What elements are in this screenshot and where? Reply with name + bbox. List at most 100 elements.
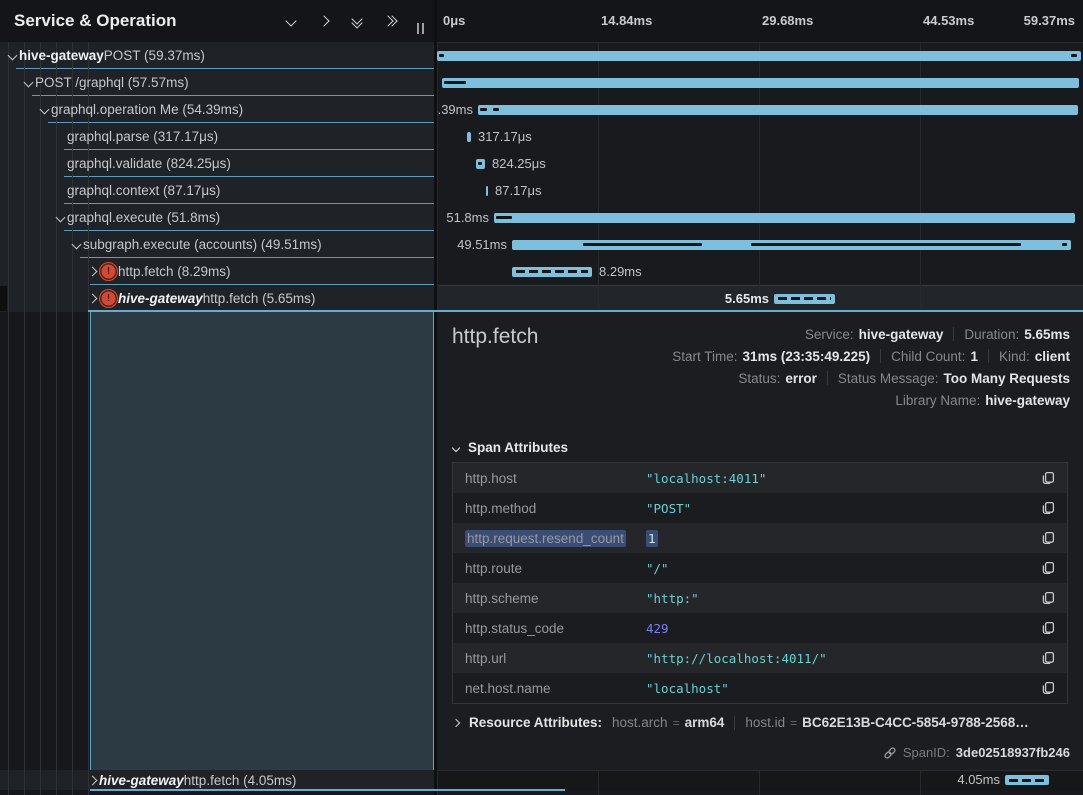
span-bar[interactable]	[774, 293, 835, 304]
attribute-value: "localhost"	[646, 680, 729, 696]
span-row-graphql.parse[interactable]: graphql.parse (317.17μs)	[0, 123, 434, 150]
attribute-key: http.method	[465, 500, 537, 516]
span-attributes-header[interactable]: Span Attributes	[451, 440, 568, 455]
span-duration-label: 51.8ms	[446, 209, 489, 225]
attribute-row-http.request.resend_count: http.request.resend_count 1	[453, 523, 1067, 553]
meta-value: error	[785, 370, 817, 386]
resource-value: BC62E13B-C4CC-5854-9788-2568…	[802, 715, 1029, 730]
attribute-value: "POST"	[646, 500, 692, 516]
chevron-down-icon[interactable]	[70, 239, 83, 250]
span-bar[interactable]	[512, 266, 592, 277]
attribute-row-net.host.name: net.host.name "localhost"	[453, 673, 1067, 703]
span-bar[interactable]	[512, 239, 1071, 250]
timeline-tick: 59.37ms	[1023, 13, 1075, 28]
span-row-http.fetch[interactable]: hive-gateway http.fetch (4.05ms)	[0, 770, 434, 790]
attribute-row-http.method: http.method "POST"	[453, 493, 1067, 523]
operation-name: http.fetch (8.29ms)	[118, 264, 231, 279]
panel-divider[interactable]	[434, 0, 437, 795]
attribute-value: "http:"	[646, 590, 699, 606]
attribute-row-http.host: http.host "localhost:4011"	[453, 463, 1067, 493]
meta-value: 1	[970, 348, 978, 364]
attribute-value: 1	[646, 529, 658, 547]
span-row-http.fetch[interactable]: ! hive-gateway http.fetch (5.65ms)	[0, 285, 434, 312]
copy-icon[interactable]	[1041, 651, 1055, 665]
span-row-graphql.validate[interactable]: graphql.validate (824.25μs)	[0, 150, 434, 177]
equals-sign: =	[672, 715, 680, 730]
chevron-down-icon[interactable]	[38, 104, 51, 115]
span-id-label: SpanID:	[902, 745, 950, 760]
resource-attributes-row: Resource Attributes: host.arch = arm64 host.…	[451, 715, 1029, 730]
chevron-right-icon[interactable]	[86, 293, 99, 304]
chevron-right-icon[interactable]	[86, 775, 99, 785]
span-bar[interactable]	[478, 104, 1078, 115]
attribute-key: http.url	[465, 650, 507, 666]
collapse-all-icon[interactable]	[349, 13, 365, 29]
span-tree-panel: hive-gateway POST (59.37ms) POST /graphql …	[0, 0, 434, 795]
copy-icon[interactable]	[1041, 501, 1055, 515]
span-id-row: SpanID: 3de02518937fb246	[883, 745, 1070, 760]
expand-one-icon[interactable]	[316, 13, 332, 29]
copy-icon[interactable]	[1041, 681, 1055, 695]
attribute-key: http.host	[465, 470, 517, 486]
timeline-tick: 14.84ms	[601, 13, 653, 28]
chevron-down-icon[interactable]	[6, 50, 19, 61]
meta-label: Service:	[804, 326, 854, 342]
attribute-key: net.host.name	[465, 680, 551, 696]
meta-label: Kind:	[998, 348, 1030, 364]
span-bar[interactable]	[486, 185, 488, 196]
timeline-row[interactable]	[437, 285, 1083, 312]
meta-value: hive-gateway	[985, 392, 1070, 408]
scroll-notch	[0, 286, 7, 311]
span-bar[interactable]	[467, 131, 471, 142]
chevron-down-icon[interactable]	[54, 212, 67, 223]
expand-all-icon[interactable]	[382, 13, 398, 29]
operation-name: subgraph.execute (accounts) (49.51ms)	[83, 237, 322, 252]
chevron-right-icon[interactable]	[86, 266, 99, 277]
service-name: hive-gateway	[118, 291, 203, 306]
span-row-graphql.operation[interactable]: graphql.operation Me (54.39ms)	[0, 96, 434, 123]
copy-icon[interactable]	[1041, 561, 1055, 575]
meta-value: Too Many Requests	[943, 370, 1070, 386]
span-row-graphql.context[interactable]: graphql.context (87.17μs)	[0, 177, 434, 204]
span-bar[interactable]	[442, 77, 1079, 88]
panel-resize-grip[interactable]	[417, 22, 424, 34]
span-row-http.fetch[interactable]: ! http.fetch (8.29ms)	[0, 258, 434, 285]
attribute-row-http.url: http.url "http://localhost:4011/"	[453, 643, 1067, 673]
span-bar[interactable]	[1005, 775, 1049, 785]
chevron-down-icon[interactable]	[22, 77, 35, 88]
span-row-graphql.execute[interactable]: graphql.execute (51.8ms)	[0, 204, 434, 231]
attribute-row-http.route: http.route "/"	[453, 553, 1067, 583]
span-bar[interactable]	[437, 50, 1081, 61]
attribute-row-http.status_code: http.status_code 429	[453, 613, 1067, 643]
resource-attributes-title[interactable]: Resource Attributes:	[469, 715, 603, 730]
operation-name: graphql.context (87.17μs)	[67, 183, 221, 198]
collapse-one-icon[interactable]	[283, 13, 299, 29]
span-duration-label: 317.17μs	[478, 128, 532, 144]
copy-icon[interactable]	[1041, 621, 1055, 635]
error-icon: !	[99, 289, 118, 308]
span-duration-label: 5.65ms	[724, 290, 769, 306]
copy-icon[interactable]	[1041, 531, 1055, 545]
attribute-key: http.status_code	[465, 620, 565, 636]
resource-value: arm64	[684, 715, 725, 730]
copy-icon[interactable]	[1041, 591, 1055, 605]
equals-sign: =	[790, 715, 798, 730]
span-row-POST[interactable]: hive-gateway POST (59.37ms)	[0, 42, 434, 69]
span-row-POST[interactable]: POST /graphql (57.57ms)	[0, 69, 434, 96]
span-row-subgraph.execute[interactable]: subgraph.execute (accounts) (49.51ms)	[0, 231, 434, 258]
meta-value: client	[1034, 348, 1070, 364]
timeline-tick: 0μs	[443, 13, 466, 28]
span-duration-label: 87.17μs	[495, 182, 542, 198]
span-bar[interactable]	[476, 158, 485, 169]
link-icon[interactable]	[883, 746, 897, 760]
selected-row-border	[88, 310, 1083, 312]
selected-span-detail-spacer	[90, 312, 434, 770]
span-detail-meta: Service: hive-gateway Duration: 5.65ms Start…	[672, 323, 1070, 411]
operation-name: http.fetch (5.65ms)	[202, 291, 316, 306]
copy-icon[interactable]	[1041, 471, 1055, 485]
span-bar[interactable]	[494, 212, 1075, 223]
attribute-key: http.scheme	[465, 590, 539, 606]
meta-value: hive-gateway	[858, 326, 944, 342]
meta-label: Start Time:	[672, 348, 738, 364]
chevron-right-icon[interactable]	[451, 718, 461, 727]
